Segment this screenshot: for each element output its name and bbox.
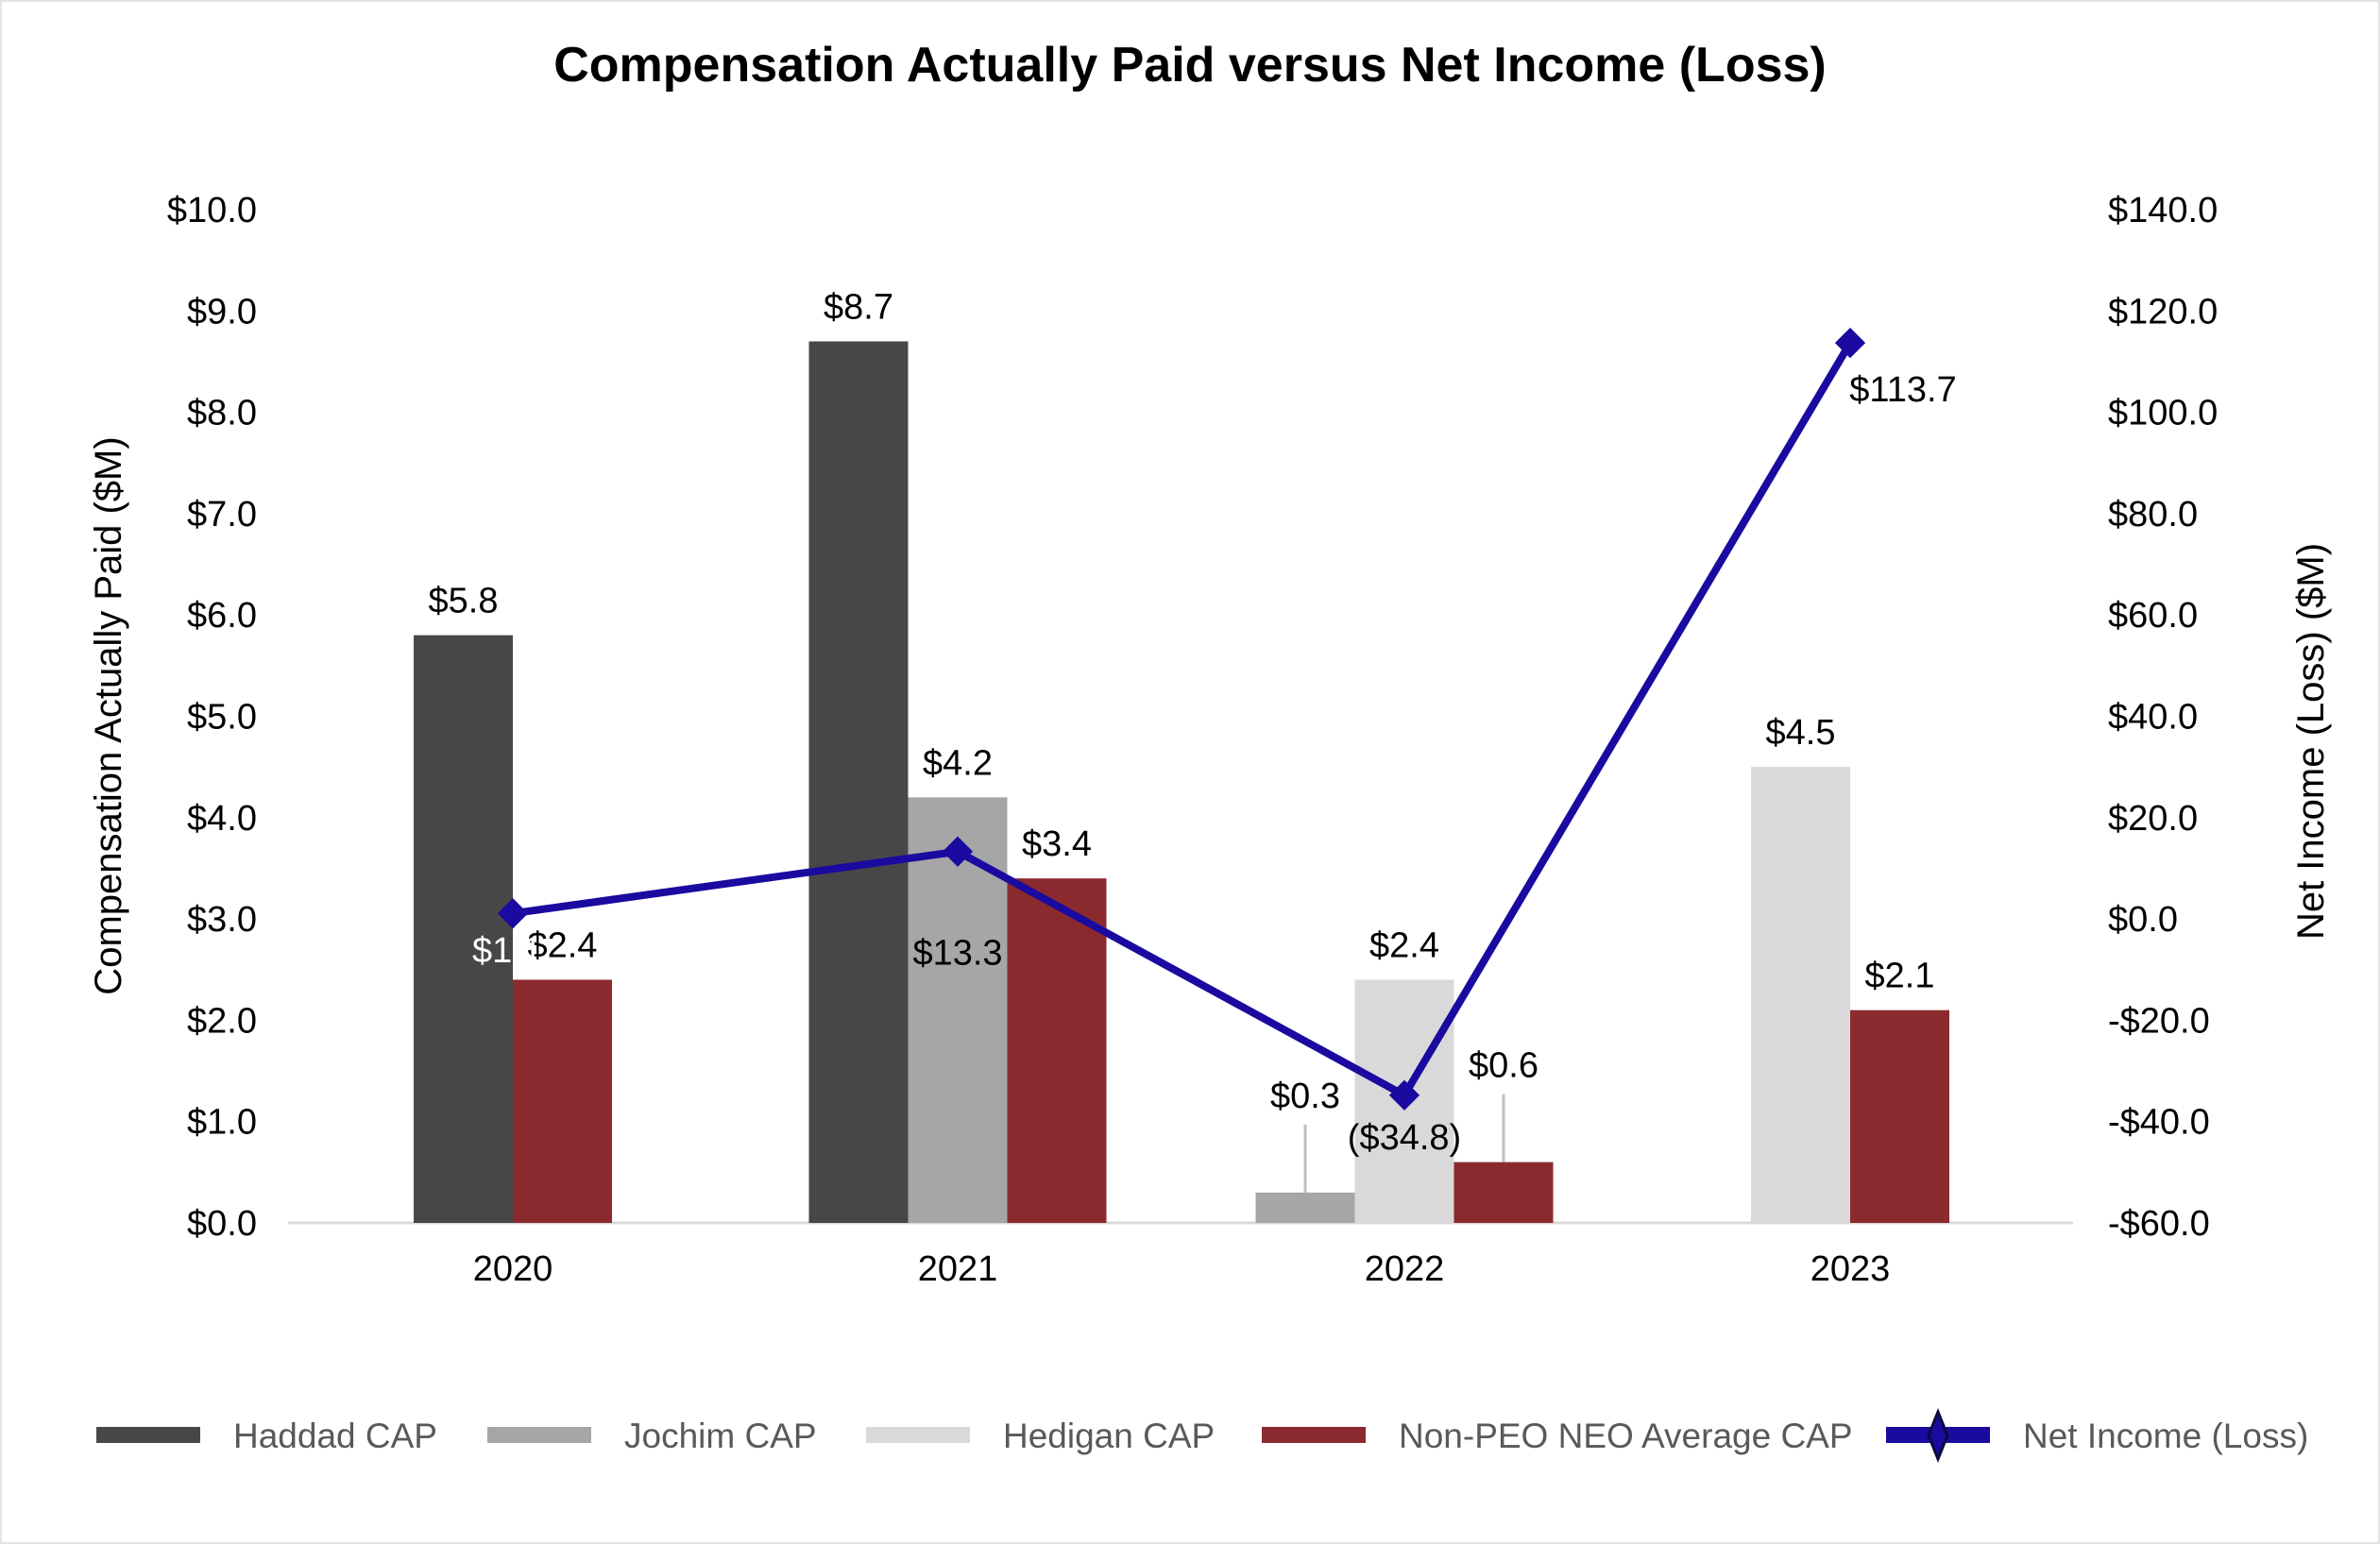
bar-non-peo-neo-average-cap <box>513 979 612 1223</box>
y-tick-right: $20.0 <box>2108 799 2198 839</box>
bar-non-peo-neo-average-cap <box>1007 878 1107 1223</box>
x-tick-label: 2021 <box>918 1249 998 1289</box>
bar-data-label: $5.8 <box>429 582 499 621</box>
net-income-marker-diamond <box>942 836 974 867</box>
y-tick-left: $1.0 <box>187 1103 257 1143</box>
legend-label: Net Income (Loss) <box>2023 1417 2308 1455</box>
legend-label: Hedigan CAP <box>1003 1417 1215 1455</box>
y-tick-right: $140.0 <box>2108 191 2218 230</box>
legend-label: Jochim CAP <box>624 1417 817 1455</box>
legend-item: Haddad CAP <box>96 1417 437 1455</box>
bar-data-label: $4.5 <box>1766 713 1836 753</box>
y-tick-left: $2.0 <box>187 1001 257 1041</box>
x-tick-label: 2023 <box>1810 1249 1891 1289</box>
y-tick-left: $3.0 <box>187 900 257 940</box>
bar-data-label: $0.6 <box>1469 1046 1538 1086</box>
bar-data-label: $8.7 <box>824 287 893 327</box>
net-income-marker-diamond <box>1388 1079 1420 1111</box>
bar-non-peo-neo-average-cap <box>1850 1010 1949 1223</box>
legend-diamond-icon <box>1927 1407 1949 1464</box>
legend-item: Hedigan CAP <box>866 1417 1215 1455</box>
y-tick-right: -$60.0 <box>2108 1204 2210 1244</box>
bar-data-label: $0.3 <box>1270 1077 1340 1116</box>
y-tick-right: $100.0 <box>2108 394 2218 433</box>
legend-swatch <box>96 1427 200 1443</box>
y-tick-left: $7.0 <box>187 495 257 534</box>
bar-hedigan-cap <box>1751 767 1850 1223</box>
net-income-data-label: $13.3 <box>912 934 1002 974</box>
legend-swatch <box>487 1427 591 1443</box>
bar-data-label: $2.4 <box>1369 925 1439 965</box>
bar-data-label: $2.1 <box>1865 957 1935 996</box>
y-tick-right: -$20.0 <box>2108 1001 2210 1041</box>
legend-item: Non-PEO NEO Average CAP <box>1262 1417 1853 1455</box>
y-tick-left: $10.0 <box>167 191 257 230</box>
y-tick-left: $5.0 <box>187 698 257 738</box>
y-tick-left: $6.0 <box>187 596 257 636</box>
legend-swatch <box>1262 1427 1366 1443</box>
y-tick-left: $4.0 <box>187 799 257 839</box>
y-tick-right: -$40.0 <box>2108 1103 2210 1143</box>
net-income-data-label: ($34.8) <box>1348 1118 1461 1158</box>
net-income-data-label: $113.7 <box>1849 370 1956 410</box>
bar-jochim-cap <box>1255 1192 1355 1223</box>
y-tick-right: $120.0 <box>2108 292 2218 331</box>
y-tick-left: $8.0 <box>187 394 257 433</box>
x-tick-label: 2020 <box>473 1249 553 1289</box>
bar-haddad-cap <box>414 635 513 1223</box>
legend-swatch <box>866 1427 970 1443</box>
legend-item: Net Income (Loss) <box>1886 1407 2308 1464</box>
bar-haddad-cap <box>808 341 909 1223</box>
bar-data-label: $3.4 <box>1022 824 1092 864</box>
y-axis-left-label: Compensation Actually Paid ($M) <box>88 436 129 994</box>
bar-non-peo-neo-average-cap <box>1454 1162 1554 1223</box>
y-tick-left: $0.0 <box>187 1204 257 1244</box>
y-axis-right-label: Net Income (Loss) ($M) <box>2290 543 2332 940</box>
legend-label: Non-PEO NEO Average CAP <box>1399 1417 1853 1455</box>
net-income-marker-diamond <box>497 898 529 929</box>
bar-data-label: $4.2 <box>923 743 993 783</box>
legend-label: Haddad CAP <box>233 1417 437 1455</box>
y-tick-right: $60.0 <box>2108 596 2198 636</box>
y-tick-right: $80.0 <box>2108 495 2198 534</box>
x-tick-label: 2022 <box>1365 1249 1445 1289</box>
y-tick-right: $40.0 <box>2108 698 2198 738</box>
net-income-line <box>512 341 1854 1099</box>
chart-title: Compensation Actually Paid versus Net In… <box>553 38 1827 93</box>
net-income-data-label: $1.1 <box>472 931 542 971</box>
bar-data-label: $2.4 <box>528 925 598 965</box>
legend-item: Jochim CAP <box>487 1417 817 1455</box>
y-tick-right: $0.0 <box>2108 900 2178 940</box>
net-income-marker-diamond <box>1834 327 1866 359</box>
y-tick-left: $9.0 <box>187 292 257 331</box>
